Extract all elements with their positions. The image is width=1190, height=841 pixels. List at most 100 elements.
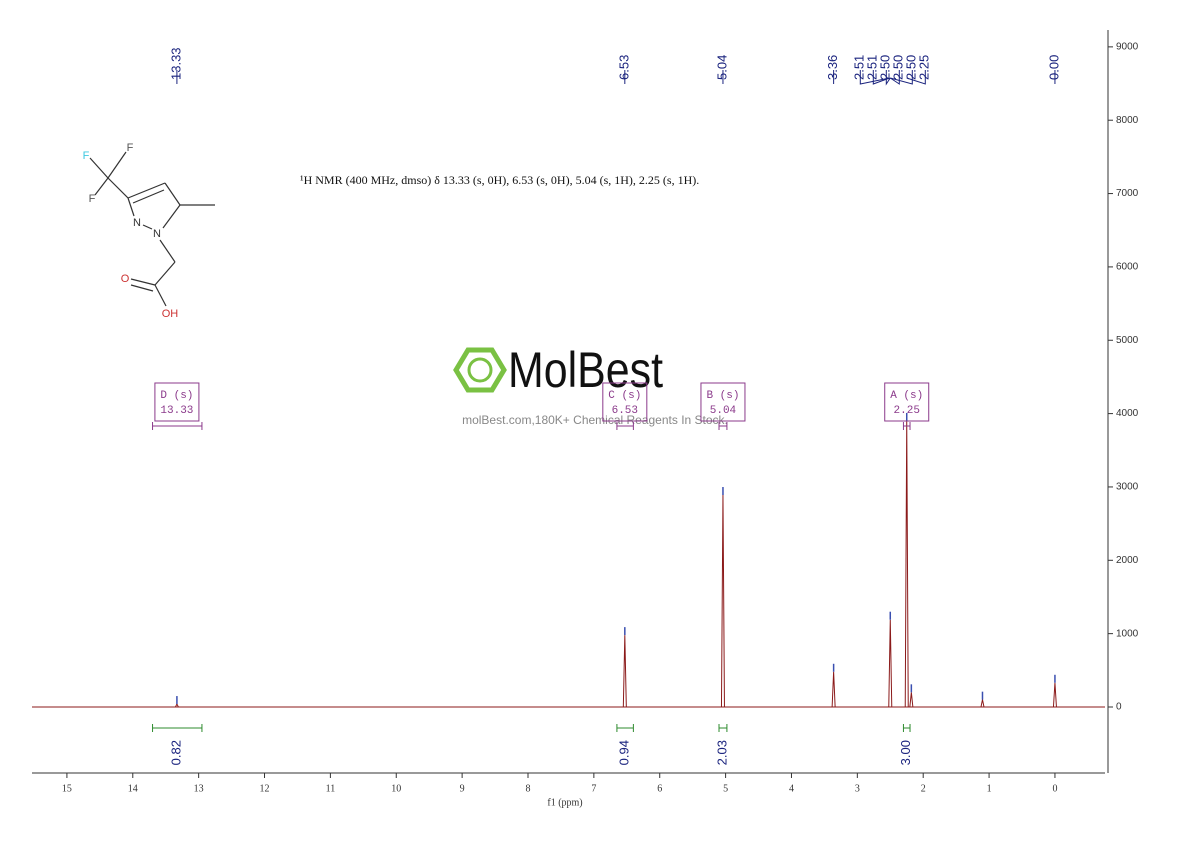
peak-label-leader	[885, 70, 891, 86]
peak-label: 2.50	[891, 55, 906, 80]
peak	[622, 635, 627, 707]
atom-label: F	[127, 142, 134, 154]
atom-label: O	[121, 273, 130, 285]
x-tick-label: 2	[921, 783, 926, 794]
y-tick-label: 5000	[1116, 335, 1139, 346]
peak-label: 2.50	[878, 55, 893, 80]
y-tick-label: 3000	[1116, 482, 1139, 493]
atom-label: OH	[162, 308, 179, 320]
y-tick-label: 1000	[1116, 628, 1139, 639]
peak-label: 3.36	[825, 55, 840, 80]
multiplet-box	[884, 382, 930, 422]
peak-label: 2.50	[904, 55, 919, 80]
integral-bracket	[152, 724, 203, 732]
multiplet-shift: 13.33	[160, 405, 193, 417]
peak-label: 13.33	[168, 47, 183, 80]
molecule	[89, 151, 215, 307]
y-tick-label: 6000	[1116, 262, 1139, 273]
logo-ring	[467, 357, 493, 383]
multiplet-label: B (s)	[706, 390, 739, 402]
x-tick-label: 1	[987, 783, 992, 794]
peak	[831, 671, 836, 708]
bond	[127, 182, 166, 199]
atom-label: F	[89, 193, 96, 205]
multiplet-shift: 2.25	[894, 405, 920, 417]
integral-label: 2.03	[714, 740, 729, 765]
x-tick-label: 6	[657, 783, 662, 794]
multiplet-label: D (s)	[160, 390, 193, 402]
atom-label: F	[83, 150, 90, 162]
integral-label: 3.00	[898, 740, 913, 765]
peak	[720, 495, 725, 707]
logo-hexagon	[453, 347, 507, 393]
peak-label-leader	[859, 70, 890, 85]
peak-label-leader	[906, 70, 926, 85]
y-tick-label: 7000	[1116, 188, 1139, 199]
x-tick-label: 8	[525, 783, 530, 794]
bond	[94, 177, 109, 196]
multiplet-range	[718, 422, 728, 430]
bond	[142, 224, 153, 230]
y-tick-label: 4000	[1116, 408, 1139, 419]
x-tick-label: 5	[723, 783, 728, 794]
multiplet-shift: 5.04	[710, 405, 737, 417]
x-tick-label: 13	[194, 783, 204, 794]
watermark-subtitle: molBest.com,180K+ Chemical Reagents In S…	[462, 413, 728, 427]
integral-bracket	[902, 724, 911, 732]
x-tick-label: 3	[855, 783, 860, 794]
bond	[159, 239, 176, 263]
bond	[132, 189, 165, 204]
x-tick-label: 11	[326, 783, 336, 794]
logo	[453, 347, 507, 393]
bond	[162, 204, 181, 229]
integral-label: 0.82	[169, 740, 184, 765]
atom-label: N	[153, 228, 161, 240]
bond	[164, 182, 181, 206]
bond	[130, 278, 156, 286]
peak-label-leader	[890, 70, 913, 85]
peak-label: 2.51	[865, 55, 880, 80]
x-tick-label: 14	[128, 783, 138, 794]
bond	[130, 284, 154, 292]
multiplet-range	[902, 422, 911, 430]
peak	[909, 692, 914, 708]
atom-labels: F F F N N O OH	[83, 142, 179, 320]
bond	[127, 197, 135, 217]
multiplet-box	[602, 382, 648, 422]
bond	[107, 177, 129, 199]
peak-label-leader	[889, 70, 900, 85]
peak-label: 2.25	[917, 55, 932, 80]
watermark-title: MolBest	[508, 342, 663, 398]
peak	[980, 699, 985, 708]
y-tick-label: 2000	[1116, 555, 1139, 566]
multiplet-box	[154, 382, 200, 422]
bond	[107, 151, 127, 179]
multiplet-shift: 6.53	[612, 405, 638, 417]
x-tick-label: 15	[62, 783, 72, 794]
multiplet-label: C (s)	[608, 390, 641, 402]
x-tick-label: 7	[591, 783, 596, 794]
annotation: ¹H NMR (400 MHz, dmso) δ 13.33 (s, 0H), …	[300, 173, 699, 187]
multiplet-label: A (s)	[890, 390, 923, 402]
integral-label: 0.94	[617, 740, 632, 765]
y-tick-label: 8000	[1116, 115, 1139, 126]
bond	[154, 261, 176, 286]
x-tick-label: 4	[789, 783, 794, 794]
x-tick-label: 0	[1052, 783, 1057, 794]
peak	[904, 420, 909, 707]
peak-label: 5.04	[714, 55, 729, 80]
peak	[888, 619, 893, 707]
bond	[154, 284, 167, 307]
multiplet-range	[152, 422, 203, 430]
integral-bracket	[616, 724, 634, 732]
x-tick-label: 12	[260, 783, 270, 794]
atom-label: N	[133, 217, 141, 229]
integral-bracket	[718, 724, 728, 732]
multiplet-box	[700, 382, 746, 422]
peak-label: 0.00	[1046, 55, 1061, 80]
multiplet-range	[616, 422, 634, 430]
peak-label: 2.51	[852, 55, 867, 80]
peak	[1052, 682, 1057, 708]
